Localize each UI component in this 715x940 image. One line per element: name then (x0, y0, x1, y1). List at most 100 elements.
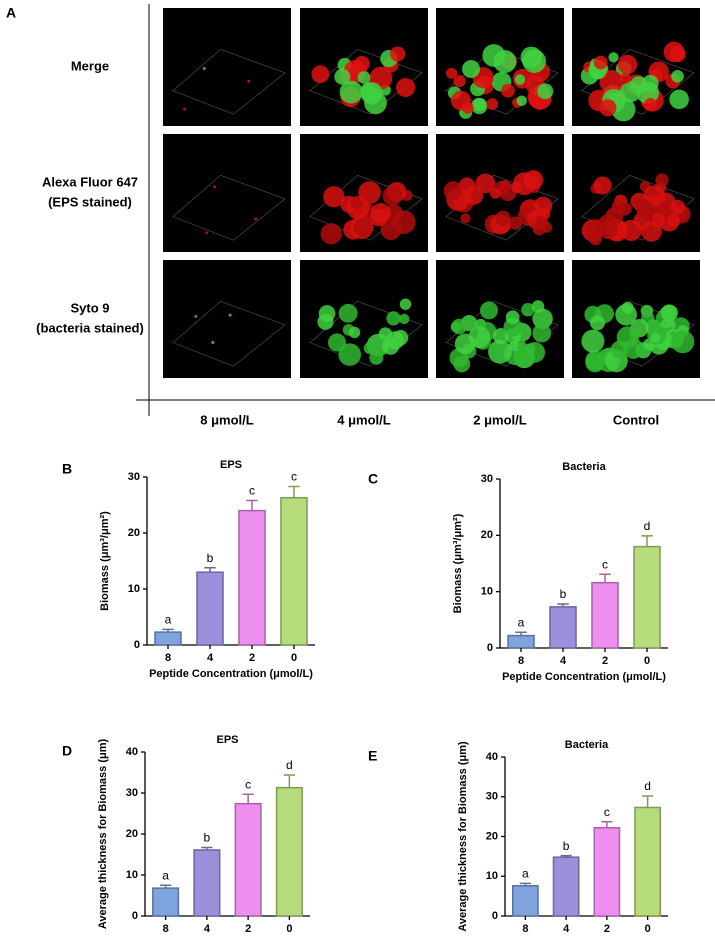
volume-box (172, 174, 286, 241)
stain-blob (661, 304, 678, 322)
bar (552, 856, 580, 917)
stain-blob (360, 82, 383, 105)
stain-blob (532, 308, 553, 329)
bar (591, 581, 619, 649)
panel-label: E (368, 748, 377, 764)
x-tick-label: 8 (163, 923, 169, 935)
significance-letter: c (602, 557, 608, 571)
significance-letter: c (291, 470, 297, 484)
y-tick-label: 10 (128, 583, 140, 595)
y-tick-label: 10 (126, 869, 138, 881)
stain-blob (472, 98, 487, 112)
x-axis-label: Peptide Concentration (μmol/L) (149, 668, 313, 680)
micrograph (163, 260, 291, 378)
bar (549, 606, 577, 649)
x-tick-label: 2 (245, 923, 251, 935)
x-tick-label: 8 (522, 923, 528, 935)
stain-blob (194, 314, 198, 318)
x-axis-label: Peptide Concentration (μmol/L) (505, 939, 669, 940)
x-tick-label: 0 (644, 655, 650, 667)
stain-blob (386, 311, 401, 326)
stain-blob (517, 342, 528, 353)
stain-blob (390, 46, 406, 62)
bar (238, 509, 266, 646)
stain-blob (396, 78, 416, 98)
stain-blob (183, 107, 187, 111)
y-axis-label: Average thickness for Biomass (μm) (457, 741, 469, 932)
stain-blob (358, 181, 381, 204)
stain-blob (211, 341, 215, 345)
chart-title: Bacteria (562, 461, 606, 473)
stain-blob (623, 338, 644, 359)
y-tick-label: 30 (486, 791, 498, 803)
y-tick-label: 30 (126, 787, 138, 799)
y-axis-label: Biomass (μm³/μm²) (452, 513, 464, 613)
x-tick-label: 0 (286, 923, 292, 935)
stain-blob (669, 46, 686, 63)
stain-blob (458, 177, 476, 195)
stain-blob (650, 213, 665, 228)
row-label: Syto 9 (70, 300, 109, 315)
stain-blob (522, 49, 546, 73)
stain-blob (323, 186, 345, 208)
stain-blob (644, 98, 657, 111)
y-tick-label: 20 (128, 527, 140, 539)
error-bar (162, 628, 174, 633)
error-bar (599, 573, 611, 583)
row-label: Merge (71, 58, 109, 73)
stain-blob (505, 310, 520, 325)
x-tick-label: 2 (604, 923, 610, 935)
stain-blob (669, 89, 689, 110)
error-bar (283, 774, 296, 788)
panel-label: A (6, 5, 16, 21)
stain-blob (660, 317, 676, 333)
significance-letter: a (165, 612, 172, 626)
stain-blob (489, 188, 501, 199)
stain-blob (350, 196, 364, 210)
x-tick-label: 2 (602, 655, 608, 667)
column-label: 2 μmol/L (473, 412, 527, 427)
y-axis-label: Average thickness for Biomass (μm) (97, 739, 109, 930)
stain-blob (670, 199, 685, 215)
micrograph (163, 8, 291, 126)
stain-blob (492, 328, 509, 345)
stain-blob (667, 214, 680, 228)
bar (593, 827, 621, 917)
significance-letter: c (604, 805, 610, 819)
stain-blob (605, 207, 624, 226)
stain-blob (317, 313, 334, 330)
y-tick-label: 40 (486, 751, 498, 763)
stain-blob (479, 301, 498, 320)
significance-letter: b (204, 831, 211, 845)
stain-blob (370, 208, 388, 227)
x-tick-label: 8 (518, 655, 524, 667)
stain-blob (482, 44, 506, 67)
x-tick-label: 4 (207, 652, 214, 664)
error-bar (242, 793, 254, 804)
stain-blob (617, 54, 638, 75)
stain-blob (537, 83, 554, 100)
error-bar (201, 846, 213, 850)
bar (633, 545, 661, 649)
stain-blob (461, 101, 474, 114)
bar (152, 887, 180, 917)
stain-blob (228, 313, 232, 317)
micrograph (163, 134, 291, 252)
volume-box (172, 48, 286, 115)
stain-blob (671, 70, 684, 83)
x-tick-label: 0 (291, 652, 297, 664)
stain-blob (386, 331, 405, 350)
image-grid (163, 8, 700, 378)
stain-blob (338, 343, 361, 366)
chart-title: Bacteria (565, 739, 609, 751)
y-tick-label: 30 (481, 473, 493, 485)
column-label: 4 μmol/L (337, 412, 391, 427)
stain-blob (532, 323, 552, 343)
stain-blob (202, 66, 206, 70)
stain-blob (205, 231, 209, 235)
significance-letter: d (644, 779, 651, 793)
stain-blob (254, 217, 258, 221)
column-label: 8 μmol/L (200, 412, 254, 427)
chart-title: EPS (216, 734, 238, 746)
